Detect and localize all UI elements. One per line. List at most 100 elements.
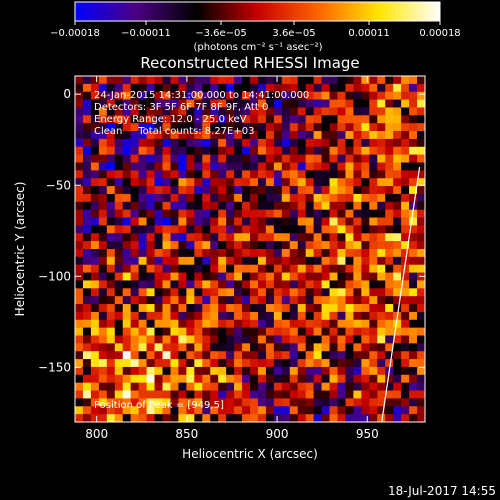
heatmap-cell bbox=[106, 115, 116, 124]
heatmap-cell bbox=[186, 335, 195, 344]
heatmap-cell bbox=[154, 83, 163, 93]
heatmap-cell bbox=[281, 217, 291, 226]
heatmap-cell bbox=[218, 91, 227, 100]
heatmap-cell bbox=[234, 414, 243, 422]
heatmap-cell bbox=[265, 256, 275, 266]
heatmap-cell bbox=[162, 359, 171, 368]
heatmap-cell bbox=[82, 311, 92, 321]
heatmap-cell bbox=[154, 123, 163, 132]
heatmap-cell bbox=[210, 272, 219, 281]
heatmap-cell bbox=[257, 186, 267, 195]
heatmap-cell bbox=[210, 83, 219, 93]
heatmap-cell bbox=[242, 406, 251, 415]
heatmap-cell bbox=[281, 343, 291, 352]
heatmap-cell bbox=[417, 91, 425, 100]
heatmap-cell bbox=[226, 131, 235, 140]
annotation-energy-range: Energy Range: 12.0 - 25.0 keV bbox=[94, 114, 247, 125]
heatmap-cell bbox=[98, 249, 108, 258]
heatmap-cell bbox=[409, 304, 418, 313]
heatmap-cell bbox=[353, 256, 362, 266]
heatmap-cell bbox=[353, 406, 362, 415]
heatmap-cell bbox=[265, 272, 275, 281]
heatmap-cell bbox=[82, 186, 92, 195]
heatmap-cell bbox=[353, 366, 362, 376]
heatmap-cell bbox=[345, 91, 354, 100]
heatmap-cell bbox=[385, 233, 394, 242]
heatmap-cell bbox=[130, 256, 139, 266]
heatmap-cell bbox=[194, 374, 203, 383]
heatmap-cell bbox=[106, 107, 116, 116]
heatmap-cell bbox=[138, 264, 147, 273]
heatmap-cell bbox=[281, 398, 291, 407]
heatmap-cell bbox=[250, 296, 259, 305]
heatmap-cell bbox=[353, 138, 362, 148]
heatmap-cell bbox=[377, 123, 386, 132]
heatmap-cell bbox=[257, 335, 267, 344]
heatmap-cell bbox=[178, 366, 187, 376]
heatmap-cell bbox=[75, 131, 84, 140]
heatmap-cell bbox=[361, 83, 370, 93]
heatmap-cell bbox=[250, 414, 259, 422]
heatmap-cell bbox=[242, 217, 251, 226]
heatmap-cell bbox=[305, 343, 314, 352]
heatmap-cell bbox=[281, 249, 291, 258]
heatmap-cell bbox=[146, 249, 155, 258]
heatmap-cell bbox=[90, 123, 100, 132]
heatmap-cell bbox=[257, 107, 267, 116]
heatmap-cell bbox=[186, 241, 195, 250]
heatmap-cell bbox=[122, 209, 131, 218]
heatmap-cell bbox=[297, 280, 306, 289]
heatmap-cell bbox=[186, 343, 195, 352]
heatmap-cell bbox=[329, 241, 338, 250]
heatmap-cell bbox=[265, 288, 275, 297]
heatmap-cell bbox=[178, 335, 187, 344]
heatmap-cell bbox=[138, 131, 147, 140]
heatmap-cell bbox=[273, 170, 283, 179]
heatmap-cell bbox=[297, 162, 306, 171]
heatmap-cell bbox=[409, 249, 418, 258]
heatmap-cell bbox=[281, 99, 291, 108]
heatmap-cell bbox=[138, 366, 147, 376]
heatmap-cell bbox=[130, 146, 139, 155]
heatmap-cell bbox=[313, 359, 322, 368]
heatmap-cell bbox=[106, 138, 116, 148]
heatmap-cell bbox=[297, 131, 306, 140]
heatmap-cell bbox=[98, 178, 108, 187]
heatmap-cell bbox=[265, 351, 275, 360]
heatmap-cell bbox=[337, 83, 346, 93]
heatmap-cell bbox=[361, 193, 370, 203]
heatmap-cell bbox=[321, 398, 330, 407]
heatmap-cell bbox=[194, 233, 203, 242]
heatmap-cell bbox=[130, 390, 139, 399]
heatmap-cell bbox=[417, 335, 425, 344]
heatmap-cell bbox=[369, 115, 378, 124]
heatmap-cell bbox=[210, 319, 219, 328]
heatmap-cell bbox=[114, 107, 124, 116]
heatmap-cell bbox=[186, 225, 195, 234]
heatmap-cell bbox=[130, 272, 139, 281]
heatmap-cell bbox=[337, 107, 346, 116]
heatmap-cell bbox=[106, 193, 116, 203]
heatmap-cell bbox=[234, 264, 243, 273]
colorbar-tick-label: 0.00018 bbox=[419, 28, 460, 39]
heatmap-cell bbox=[82, 225, 92, 234]
heatmap-cell bbox=[401, 91, 410, 100]
heatmap-cell bbox=[265, 201, 275, 210]
heatmap-cell bbox=[154, 241, 163, 250]
heatmap-cell bbox=[353, 319, 362, 328]
heatmap-cell bbox=[329, 178, 338, 187]
heatmap-cell bbox=[114, 83, 124, 93]
heatmap-cell bbox=[75, 186, 84, 195]
heatmap-cell bbox=[377, 209, 386, 218]
heatmap-cell bbox=[170, 233, 179, 242]
heatmap-cell bbox=[98, 335, 108, 344]
heatmap-cell bbox=[234, 162, 243, 171]
heatmap-cell bbox=[202, 327, 211, 336]
heatmap-cell bbox=[162, 146, 171, 155]
heatmap-cell bbox=[385, 280, 394, 289]
heatmap-cell bbox=[313, 390, 322, 399]
heatmap-cell bbox=[289, 217, 299, 226]
heatmap-cell bbox=[162, 131, 171, 140]
heatmap-cell bbox=[234, 311, 243, 321]
heatmap-cell bbox=[250, 319, 259, 328]
